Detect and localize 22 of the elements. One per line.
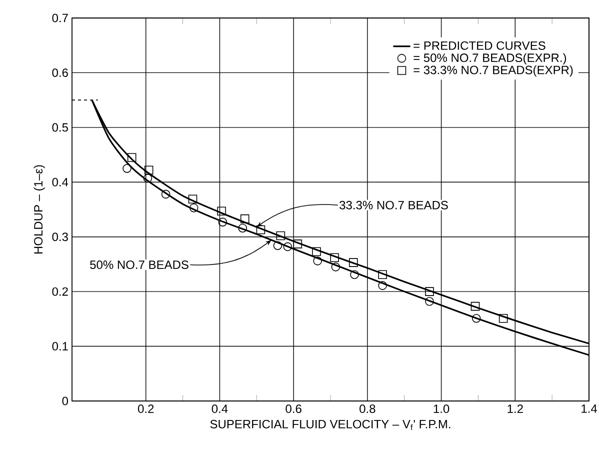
legend-label: = 33.3% NO.7 BEADS(EXPR) — [414, 65, 573, 77]
x-tick-label: 1.0 — [434, 404, 450, 414]
y-tick-label: 0.4 — [52, 178, 68, 186]
y-tick-label: 0 — [62, 396, 68, 406]
legend-label: = PREDICTED CURVES — [414, 41, 546, 50]
y-tick-label: 0.2 — [52, 287, 68, 296]
x-tick-label: 0.4 — [212, 404, 228, 414]
x-tick-label: 0.6 — [286, 404, 302, 414]
annotation: 33.3% NO.7 BEADS — [340, 200, 448, 210]
y-tick-label: 0.6 — [52, 68, 68, 77]
y-tick-label: 0.3 — [52, 232, 68, 242]
annotation: 50% NO.7 BEADS — [90, 260, 188, 269]
y-axis-title: HOLDUP – (1–ε) — [34, 165, 45, 254]
y-tick-label: 0.7 — [52, 14, 68, 22]
x-axis-title: SUPERFICIAL FLUID VELOCITY – V$_{f}$' F.P.M. — [210, 420, 450, 430]
x-tick-label: 0.2 — [138, 404, 154, 414]
y-tick-label: 0.5 — [52, 123, 68, 132]
x-tick-label: 1.2 — [508, 404, 523, 413]
legend-label: = 50% NO.7 BEADS(EXPR.) — [414, 53, 566, 64]
y-tick-label: 0.1 — [52, 342, 68, 351]
x-tick-label: 1.4 — [582, 404, 597, 413]
x-tick-label: 0.8 — [360, 404, 376, 414]
